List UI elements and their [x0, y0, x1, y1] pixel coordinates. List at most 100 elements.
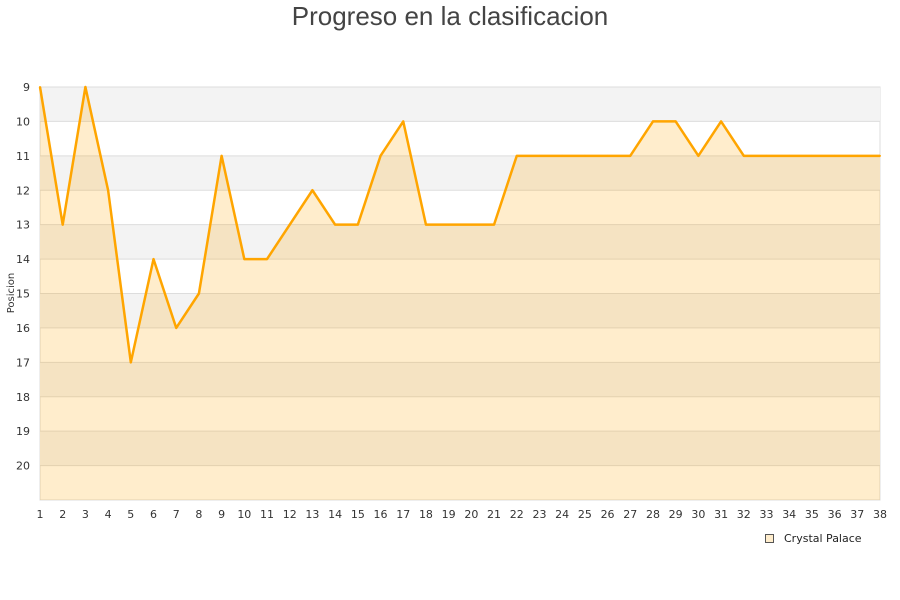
x-tick-label: 19 [442, 508, 456, 521]
data-point [879, 154, 881, 157]
data-point [583, 154, 586, 157]
x-tick-label: 26 [601, 508, 615, 521]
data-point [424, 223, 427, 226]
data-point [493, 223, 496, 226]
data-point [606, 154, 609, 157]
y-tick-label: 20 [16, 460, 30, 473]
y-tick-label: 12 [16, 184, 30, 197]
legend-swatch [765, 534, 774, 543]
x-tick-label: 16 [374, 508, 388, 521]
y-axis-label: Posicion [6, 273, 17, 314]
x-tick-label: 7 [173, 508, 180, 521]
x-tick-label: 3 [82, 508, 89, 521]
x-tick-label: 36 [828, 508, 842, 521]
x-tick-label: 4 [105, 508, 112, 521]
series-line [38, 85, 880, 364]
x-tick-label: 27 [623, 508, 637, 521]
y-tick-label: 10 [16, 115, 30, 128]
x-tick-label: 22 [510, 508, 524, 521]
data-point [561, 154, 564, 157]
y-tick-label: 14 [16, 253, 30, 266]
y-tick-label: 17 [16, 356, 30, 369]
y-tick-label: 18 [16, 391, 30, 404]
x-tick-label: 38 [873, 508, 887, 521]
y-tick-label: 16 [16, 322, 30, 335]
x-tick-label: 9 [218, 508, 225, 521]
series-area [40, 87, 880, 500]
data-point [742, 154, 745, 157]
y-tick-label: 19 [16, 425, 30, 438]
data-point [175, 326, 178, 329]
data-point [833, 154, 836, 157]
grid-band [40, 87, 880, 122]
data-point [720, 120, 723, 123]
data-point [197, 292, 200, 295]
x-tick-label: 31 [714, 508, 728, 521]
data-point [129, 361, 132, 364]
data-point [61, 223, 64, 226]
x-tick-label: 8 [195, 508, 202, 521]
x-tick-label: 25 [578, 508, 592, 521]
x-tick-label: 10 [237, 508, 251, 521]
data-point [629, 154, 632, 157]
x-tick-label: 35 [805, 508, 819, 521]
data-point [856, 154, 859, 157]
x-tick-label: 2 [59, 508, 66, 521]
data-point [810, 154, 813, 157]
chart-title: Progreso en la clasificacion [291, 1, 609, 31]
data-point [39, 86, 41, 88]
data-point [334, 223, 337, 226]
y-tick-label: 15 [16, 288, 30, 301]
x-tick-label: 5 [127, 508, 134, 521]
grid-band [40, 362, 880, 397]
x-tick-label: 11 [260, 508, 274, 521]
data-point [538, 154, 541, 157]
legend-label: Crystal Palace [784, 532, 862, 545]
x-tick-label: 30 [691, 508, 705, 521]
x-tick-label: 13 [305, 508, 319, 521]
x-tick-label: 1 [37, 508, 44, 521]
data-point [697, 154, 700, 157]
data-point [470, 223, 473, 226]
x-tick-label: 12 [283, 508, 297, 521]
x-tick-label: 15 [351, 508, 365, 521]
x-tick-label: 29 [669, 508, 683, 521]
legend[interactable]: Crystal Palace [765, 532, 862, 545]
x-tick-label: 21 [487, 508, 501, 521]
data-point [402, 120, 405, 123]
x-tick-label: 34 [782, 508, 796, 521]
data-point [288, 223, 291, 226]
x-tick-label: 33 [759, 508, 773, 521]
x-tick-label: 24 [555, 508, 569, 521]
x-tick-label: 28 [646, 508, 660, 521]
data-point [447, 223, 450, 226]
data-point [788, 154, 791, 157]
data-point [515, 154, 518, 157]
data-point [311, 189, 314, 192]
data-point [674, 120, 677, 123]
data-point [266, 258, 269, 261]
x-tick-label: 14 [328, 508, 342, 521]
x-tick-label: 18 [419, 508, 433, 521]
data-point [765, 154, 768, 157]
data-point [107, 189, 110, 192]
data-point [152, 258, 155, 261]
data-point [379, 154, 382, 157]
x-tick-label: 37 [850, 508, 864, 521]
x-tick-label: 6 [150, 508, 157, 521]
y-tick-label: 9 [23, 81, 30, 94]
data-point [220, 154, 223, 157]
x-tick-label: 23 [532, 508, 546, 521]
data-point [651, 120, 654, 123]
x-tick-label: 17 [396, 508, 410, 521]
y-tick-label: 13 [16, 219, 30, 232]
data-point [84, 86, 87, 88]
grid-band [40, 224, 880, 260]
y-tick-label: 11 [16, 150, 30, 163]
x-tick-label: 20 [464, 508, 478, 521]
grid-band [40, 431, 880, 466]
data-point [356, 223, 359, 226]
x-tick-label: 32 [737, 508, 751, 521]
